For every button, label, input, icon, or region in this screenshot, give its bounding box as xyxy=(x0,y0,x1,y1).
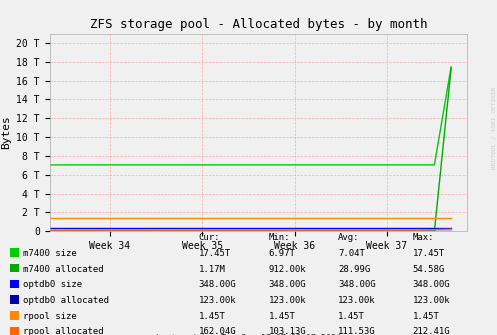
Text: m7400 size: m7400 size xyxy=(23,249,77,258)
Text: rpool size: rpool size xyxy=(23,312,77,321)
Text: 111.53G: 111.53G xyxy=(338,328,376,335)
Text: 17.45T: 17.45T xyxy=(199,249,231,258)
Text: 1.45T: 1.45T xyxy=(199,312,226,321)
Text: 123.00k: 123.00k xyxy=(338,296,376,305)
Text: 348.00G: 348.00G xyxy=(199,280,237,289)
Text: 162.04G: 162.04G xyxy=(199,328,237,335)
Y-axis label: Bytes: Bytes xyxy=(1,116,11,149)
Text: optdb0 size: optdb0 size xyxy=(23,280,82,289)
Text: 6.97T: 6.97T xyxy=(268,249,295,258)
Text: 348.00G: 348.00G xyxy=(268,280,306,289)
Text: 912.00k: 912.00k xyxy=(268,265,306,273)
Text: 54.58G: 54.58G xyxy=(413,265,445,273)
Text: Last update: Tue Sep 17 07:00:07 2024: Last update: Tue Sep 17 07:00:07 2024 xyxy=(156,334,341,335)
Text: 1.45T: 1.45T xyxy=(413,312,439,321)
Text: 212.41G: 212.41G xyxy=(413,328,450,335)
Text: RRDTOOL / TOBI OETIKER: RRDTOOL / TOBI OETIKER xyxy=(491,86,496,169)
Title: ZFS storage pool - Allocated bytes - by month: ZFS storage pool - Allocated bytes - by … xyxy=(89,18,427,31)
Text: 123.00k: 123.00k xyxy=(413,296,450,305)
Text: 28.99G: 28.99G xyxy=(338,265,370,273)
Text: 123.00k: 123.00k xyxy=(199,296,237,305)
Text: Avg:: Avg: xyxy=(338,232,359,242)
Text: 1.45T: 1.45T xyxy=(268,312,295,321)
Text: Min:: Min: xyxy=(268,232,290,242)
Text: 17.45T: 17.45T xyxy=(413,249,445,258)
Text: 348.00G: 348.00G xyxy=(338,280,376,289)
Text: m7400 allocated: m7400 allocated xyxy=(23,265,103,273)
Text: 1.17M: 1.17M xyxy=(199,265,226,273)
Text: 7.04T: 7.04T xyxy=(338,249,365,258)
Text: rpool allocated: rpool allocated xyxy=(23,328,103,335)
Text: optdb0 allocated: optdb0 allocated xyxy=(23,296,109,305)
Text: 103.13G: 103.13G xyxy=(268,328,306,335)
Text: Max:: Max: xyxy=(413,232,434,242)
Text: 1.45T: 1.45T xyxy=(338,312,365,321)
Text: 348.00G: 348.00G xyxy=(413,280,450,289)
Text: Cur:: Cur: xyxy=(199,232,220,242)
Text: 123.00k: 123.00k xyxy=(268,296,306,305)
